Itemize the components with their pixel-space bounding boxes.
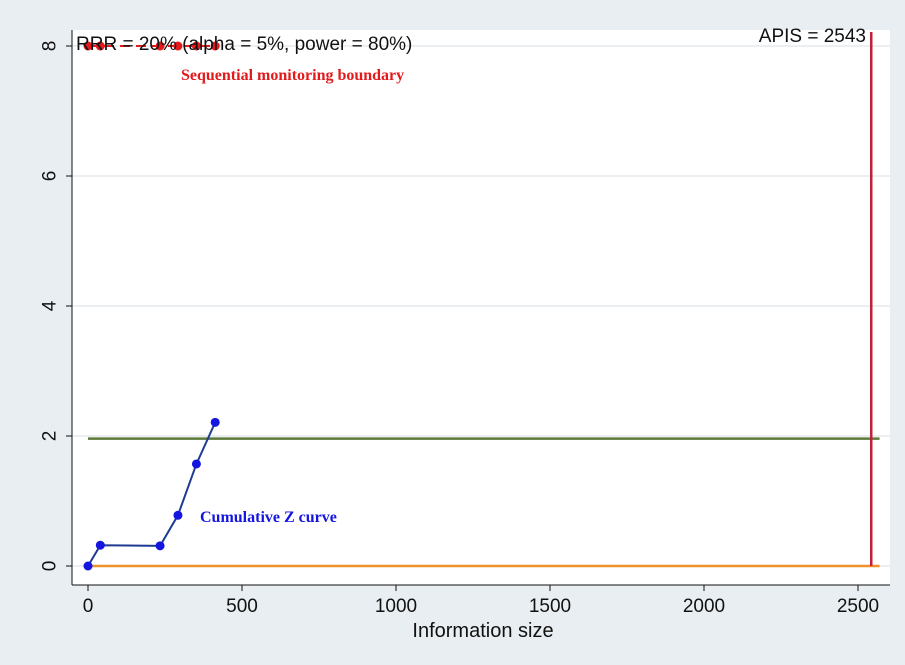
axes: 0 2 4 6 8 0 500 1000 1500 2000 2500 [40,30,890,617]
y-tick-label: 6 [40,171,61,182]
z-curve-point [95,540,105,550]
z-curve-label: Cumulative Z curve [200,509,337,526]
x-tick-label: 1500 [529,596,571,617]
boundary-point [173,41,183,51]
apis-annotation: APIS = 2543 [759,26,866,47]
x-tick-label: 500 [226,596,258,617]
series [83,41,220,571]
x-tick-label: 2000 [683,596,725,617]
z-curve-point [210,417,220,427]
y-tick-label: 0 [40,561,61,572]
y-tick-label: 2 [40,431,61,442]
z-curve-point [155,541,165,551]
boundary-point [155,41,165,51]
y-tick-label: 8 [40,41,61,52]
boundary-point [95,41,105,51]
labels: RRR = 20% (alpha = 5%, power = 80%) APIS… [76,26,866,642]
header-annotation: RRR = 20% (alpha = 5%, power = 80%) [76,34,412,55]
x-tick-label: 2500 [837,596,879,617]
z-curve-point [173,510,183,520]
x-axis-title: Information size [412,620,553,642]
plot-area [72,30,890,585]
boundary-point [210,41,220,51]
x-tick-label: 1000 [375,596,417,617]
z-curve-point [191,459,201,469]
boundary-label: Sequential monitoring boundary [181,67,404,84]
z-curve-point [83,561,93,571]
reference-lines [88,32,880,568]
x-tick-label: 0 [83,596,94,617]
boundary-point [191,41,201,51]
y-tick-label: 4 [40,300,61,311]
boundary-point [83,41,93,51]
